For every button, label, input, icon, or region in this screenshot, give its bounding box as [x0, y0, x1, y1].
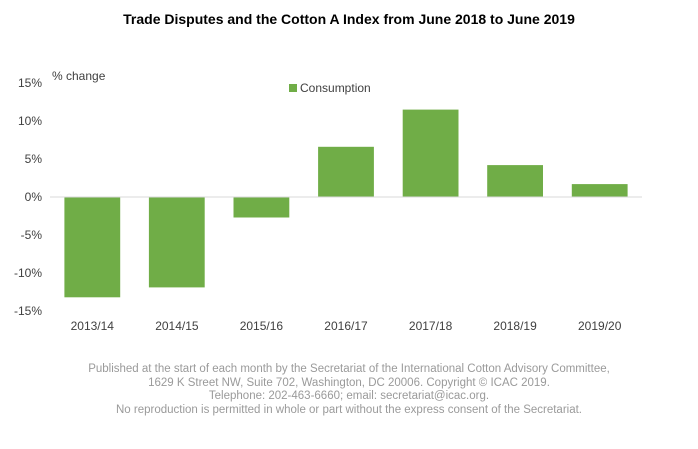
y-axis-label: % change: [52, 69, 106, 83]
bar: [318, 146, 374, 197]
footer-line: Telephone: 202-463-6660; email: secretar…: [208, 390, 490, 402]
x-tick-label: 2017/18: [409, 319, 453, 333]
footer: Published at the start of each month by …: [0, 363, 698, 417]
legend-label: Consumption: [300, 81, 371, 95]
y-tick-label: -15%: [14, 304, 42, 318]
y-tick-label: 0%: [25, 190, 43, 204]
bar: [402, 109, 459, 197]
footer-line: 1629 K Street NW, Suite 702, Washington,…: [148, 376, 550, 389]
bars: [64, 109, 628, 298]
x-tick-label: 2014/15: [155, 319, 199, 333]
y-tick-label: -10%: [14, 266, 42, 280]
bar: [64, 197, 121, 298]
x-tick-label: 2019/20: [578, 319, 622, 333]
y-tick-label: 15%: [18, 76, 42, 90]
legend: Consumption: [289, 81, 371, 95]
x-tick-label: 2016/17: [324, 319, 368, 333]
x-axis: 2013/14 2014/15 2015/16 2016/17 2017/18 2018/…: [71, 319, 622, 333]
bar: [148, 197, 205, 288]
y-tick-label: 10%: [18, 114, 42, 128]
x-tick-label: 2013/14: [71, 319, 115, 333]
legend-swatch: [289, 84, 297, 92]
x-tick-label: 2018/19: [493, 319, 537, 333]
x-tick-label: 2015/16: [240, 319, 284, 333]
bar: [233, 197, 290, 218]
bar: [487, 165, 543, 197]
y-axis: -15% -10% -5% 0% 5% 10% 15%: [14, 76, 42, 318]
y-tick-label: -5%: [21, 228, 43, 242]
y-tick-label: 5%: [25, 152, 43, 166]
footer-line: Published at the start of each month by …: [88, 363, 610, 375]
chart-title: Trade Disputes and the Cotton A Index fr…: [123, 11, 575, 27]
bar: [571, 184, 628, 197]
footer-line: No reproduction is permitted in whole or…: [116, 403, 582, 416]
